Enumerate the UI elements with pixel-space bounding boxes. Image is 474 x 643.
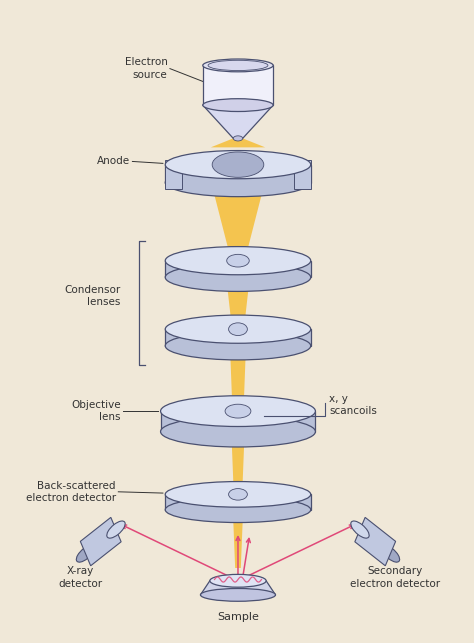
Ellipse shape bbox=[212, 152, 264, 177]
Text: x, y
scancoils: x, y scancoils bbox=[329, 394, 377, 416]
Ellipse shape bbox=[227, 255, 249, 267]
Polygon shape bbox=[165, 494, 311, 510]
Text: Objective
lens: Objective lens bbox=[71, 400, 121, 422]
Polygon shape bbox=[203, 105, 273, 138]
Ellipse shape bbox=[203, 99, 273, 111]
Polygon shape bbox=[233, 521, 243, 568]
Ellipse shape bbox=[381, 545, 400, 562]
Ellipse shape bbox=[107, 521, 125, 538]
Ellipse shape bbox=[165, 247, 311, 275]
Ellipse shape bbox=[225, 404, 251, 418]
Ellipse shape bbox=[165, 150, 311, 179]
Ellipse shape bbox=[201, 588, 275, 601]
Ellipse shape bbox=[165, 497, 311, 523]
Ellipse shape bbox=[76, 545, 95, 562]
Polygon shape bbox=[228, 290, 248, 315]
Ellipse shape bbox=[233, 136, 243, 141]
Text: Secondary
electron detector: Secondary electron detector bbox=[350, 566, 440, 589]
Text: Electron
source: Electron source bbox=[125, 57, 168, 80]
Polygon shape bbox=[211, 136, 265, 147]
Ellipse shape bbox=[165, 168, 311, 197]
Ellipse shape bbox=[228, 489, 247, 500]
Ellipse shape bbox=[161, 395, 315, 426]
Text: Sample: Sample bbox=[217, 612, 259, 622]
Polygon shape bbox=[203, 66, 273, 105]
Ellipse shape bbox=[165, 482, 311, 507]
Polygon shape bbox=[355, 518, 396, 566]
Polygon shape bbox=[165, 260, 311, 277]
Ellipse shape bbox=[165, 315, 311, 343]
Polygon shape bbox=[165, 160, 182, 189]
Text: Condensor
lenses: Condensor lenses bbox=[64, 285, 121, 307]
Polygon shape bbox=[230, 359, 246, 395]
Ellipse shape bbox=[165, 332, 311, 360]
Polygon shape bbox=[201, 581, 275, 595]
Text: Anode: Anode bbox=[97, 156, 130, 167]
Ellipse shape bbox=[208, 60, 268, 71]
Polygon shape bbox=[294, 160, 311, 189]
Polygon shape bbox=[161, 411, 315, 431]
Polygon shape bbox=[80, 518, 121, 566]
Ellipse shape bbox=[351, 521, 369, 538]
Ellipse shape bbox=[161, 416, 315, 447]
Ellipse shape bbox=[228, 323, 247, 336]
Ellipse shape bbox=[210, 574, 266, 587]
Text: Back-scattered
electron detector: Back-scattered electron detector bbox=[26, 480, 116, 503]
Ellipse shape bbox=[203, 59, 273, 72]
Ellipse shape bbox=[165, 263, 311, 291]
Polygon shape bbox=[215, 195, 262, 247]
Text: X-ray
detector: X-ray detector bbox=[59, 566, 103, 589]
Polygon shape bbox=[232, 446, 244, 482]
Polygon shape bbox=[165, 329, 311, 346]
Polygon shape bbox=[165, 165, 311, 183]
